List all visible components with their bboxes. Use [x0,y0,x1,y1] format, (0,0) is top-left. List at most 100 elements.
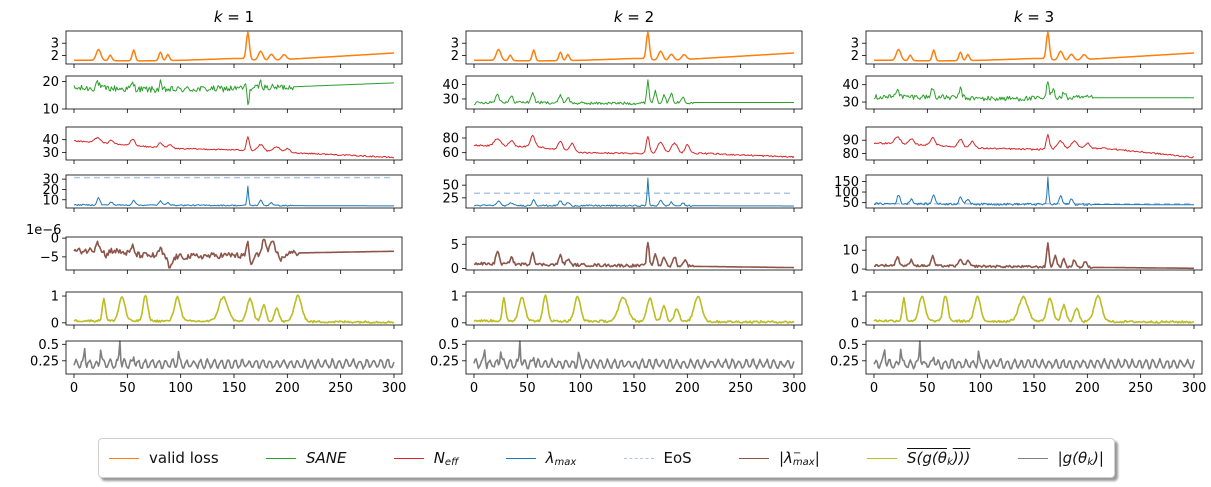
axes-frame [465,340,803,375]
y-tick-label: 50 [842,196,859,211]
legend-item-seff: |λ − max | [738,448,820,469]
panel-gnorm-k2: 0.250.5 0 50 100 150 200 250 300 [430,338,806,396]
y-tick-label: 10 [42,103,59,118]
y-tick-label: 1 [451,290,459,305]
axes-frame [465,291,803,326]
legend-item-gnorm: |g(θ k)| [1017,448,1104,469]
y-tick-label: 0 [51,316,59,331]
x-tick-label: 0 [470,381,478,396]
y-tick-label: 2 [451,49,459,64]
x-tick-label: 150 [622,381,647,396]
panel-title-1: k = 1 [214,8,254,26]
offset-text: 1e−6 [26,223,61,238]
y-tick-label: 10 [842,244,859,259]
legend-swatch [505,457,536,459]
series-line-neff [473,134,795,159]
x-tick-label: 150 [222,381,247,396]
y-tick-label: 90 [842,134,859,149]
axes-frame [65,126,403,161]
series-line-valid_loss [874,31,1195,62]
legend-label: S(g(θ k))) [907,448,971,469]
panel-seff-k1: 01 [51,290,403,331]
legend-item-gnorm: S(g(θ k))) [867,449,970,468]
y-tick-label: 30 [42,173,59,188]
x-tick-label: 50 [519,381,536,396]
axes-frame [465,75,803,110]
series-line-valid_loss [474,31,795,62]
y-tick-label: 0.5 [838,338,859,353]
panel-lneg-k3: 010 [842,236,1203,278]
series-line-lmax [473,177,794,208]
y-tick-label: 40 [842,78,859,93]
series-line-sane [73,79,394,106]
series-line-lmax [73,185,394,207]
axes-frame [865,236,1203,271]
y-tick-label: 2 [851,49,859,64]
panel-gnorm-k3: 0.250.5 0 50 100 150 200 250 300 [830,338,1206,396]
y-tick-label: 60 [442,146,459,161]
legend-swatch [393,457,424,459]
y-tick-label: 0.25 [430,354,459,369]
series-line-neff [73,136,394,159]
legend-label: |g(θ k)| [1057,448,1104,469]
axes-frame [865,174,1203,209]
series-line-gnorm [73,340,395,370]
legend: valid loss SANE N eff λ max EoS |λ − max | S(g(θ … [98,438,1115,478]
series-line-seff [873,294,1195,324]
legend-item-sane: SANE [265,449,346,467]
series-line-seff [473,294,795,324]
y-tick-label: 1 [851,290,859,305]
x-tick-label: 300 [782,381,807,396]
axes-frame [465,174,803,209]
axes-frame [865,291,1203,326]
y-tick-label: 20 [42,183,59,198]
x-tick-label: 0 [70,381,78,396]
panel-valid_loss-k3: 23 [851,30,1203,68]
panel-lneg-k2: 05 [451,236,803,277]
legend-item-lmax: λ max [505,449,576,468]
series-line-gnorm [873,340,1195,370]
y-tick-label: 40 [442,78,459,93]
y-tick-label: 3 [851,37,859,52]
y-tick-label: 0.5 [38,338,59,353]
y-tick-label: 80 [442,132,459,147]
x-tick-label: 100 [968,381,993,396]
panel-title-2: k = 2 [614,8,654,26]
y-tick-label: 100 [834,186,859,201]
y-tick-label: −5 [40,250,59,265]
axes-frame [65,174,403,209]
y-tick-label: 30 [42,146,59,161]
y-tick-label: 20 [42,75,59,90]
y-tick-label: 0 [851,316,859,331]
series-line-neff [873,133,1195,159]
y-tick-label: 3 [451,37,459,52]
x-tick-label: 100 [568,381,593,396]
axes-frame [65,340,403,375]
x-tick-label: 150 [1022,381,1047,396]
y-tick-label: 0 [451,262,459,277]
axes-frame [465,236,803,271]
axes-frame [865,75,1203,110]
series-line-sane [873,81,1194,102]
x-tick-label: 250 [1128,381,1153,396]
legend-swatch [867,457,898,459]
series-line-lneg [73,238,394,269]
y-tick-label: 2 [51,49,59,64]
legend-item-neff: N eff [393,449,458,468]
y-tick-label: 1 [51,290,59,305]
legend-swatch [738,457,769,459]
y-tick-label: 10 [42,193,59,208]
legend-item-lneg: EoS [623,449,692,467]
x-tick-label: 50 [119,381,136,396]
legend-label: |λ − max | [778,448,820,469]
series-line-seff [73,294,395,324]
x-tick-label: 300 [1182,381,1207,396]
axes-frame [465,126,803,161]
legend-item-valid_loss: valid loss [109,449,219,467]
y-tick-label: 25 [442,191,459,206]
y-tick-label: 30 [442,92,459,107]
panel-sane-k1: 10 20 [42,75,403,118]
legend-swatch [1017,457,1048,459]
